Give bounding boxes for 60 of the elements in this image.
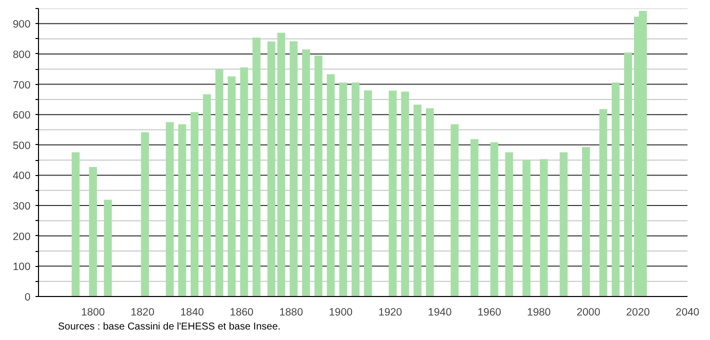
bar — [302, 49, 310, 296]
y-tick-label: 400 — [12, 170, 31, 182]
bar — [505, 152, 514, 296]
y-tick-label: 700 — [12, 79, 31, 92]
x-tick-label: 2020 — [626, 306, 650, 318]
x-tick-label: 1840 — [180, 306, 204, 318]
x-tick-label: 1940 — [428, 306, 452, 318]
y-tick-label: 500 — [12, 140, 31, 152]
bar — [228, 76, 236, 296]
y-tick-label: 800 — [12, 48, 31, 61]
bar — [470, 139, 478, 296]
x-tick-label: 1980 — [527, 306, 551, 318]
bar — [612, 82, 620, 296]
x-tick-label: 1860 — [230, 306, 254, 318]
y-tick-label: 0 — [24, 292, 31, 304]
x-tick-label: 1800 — [81, 306, 105, 318]
y-tick-label: 900 — [12, 18, 31, 31]
x-tick-label: 1920 — [378, 306, 402, 318]
bar — [401, 92, 410, 296]
bar — [314, 55, 322, 296]
bar — [290, 41, 298, 296]
bar — [166, 122, 174, 296]
bar — [624, 52, 632, 296]
bar — [414, 104, 422, 296]
bar — [352, 82, 360, 296]
bar — [190, 112, 199, 296]
x-tick-label: 2040 — [676, 306, 700, 318]
bar — [277, 32, 286, 296]
bar — [582, 147, 590, 296]
x-tick-label: 1900 — [328, 306, 353, 318]
x-tick-label: 1880 — [279, 306, 304, 318]
y-tick-label: 200 — [12, 230, 31, 243]
bar — [426, 108, 434, 296]
bar — [388, 90, 397, 296]
bar — [267, 42, 276, 296]
bar — [490, 142, 498, 296]
y-tick-label: 300 — [12, 200, 31, 213]
bar — [178, 124, 186, 296]
x-tick-label: 2000 — [576, 306, 600, 318]
x-tick-label: 1960 — [477, 306, 502, 318]
y-tick-label: 600 — [12, 110, 31, 122]
bar — [252, 38, 260, 296]
bar — [240, 67, 248, 296]
source-note: Sources : base Cassini de l'EHESS et base Insee. — [58, 322, 281, 332]
bar — [326, 74, 335, 296]
bar — [540, 159, 548, 296]
bar — [215, 69, 224, 296]
y-tick-label: 100 — [12, 261, 31, 274]
x-tick-label: 1820 — [130, 306, 154, 318]
bar — [599, 109, 608, 296]
bar — [202, 94, 211, 296]
bar — [104, 200, 112, 296]
bar — [450, 124, 459, 296]
bar — [72, 152, 80, 296]
bar — [522, 160, 530, 296]
bar — [89, 167, 97, 296]
bar — [339, 82, 348, 296]
bar — [141, 132, 149, 296]
bar — [364, 90, 372, 296]
bar — [560, 152, 568, 296]
